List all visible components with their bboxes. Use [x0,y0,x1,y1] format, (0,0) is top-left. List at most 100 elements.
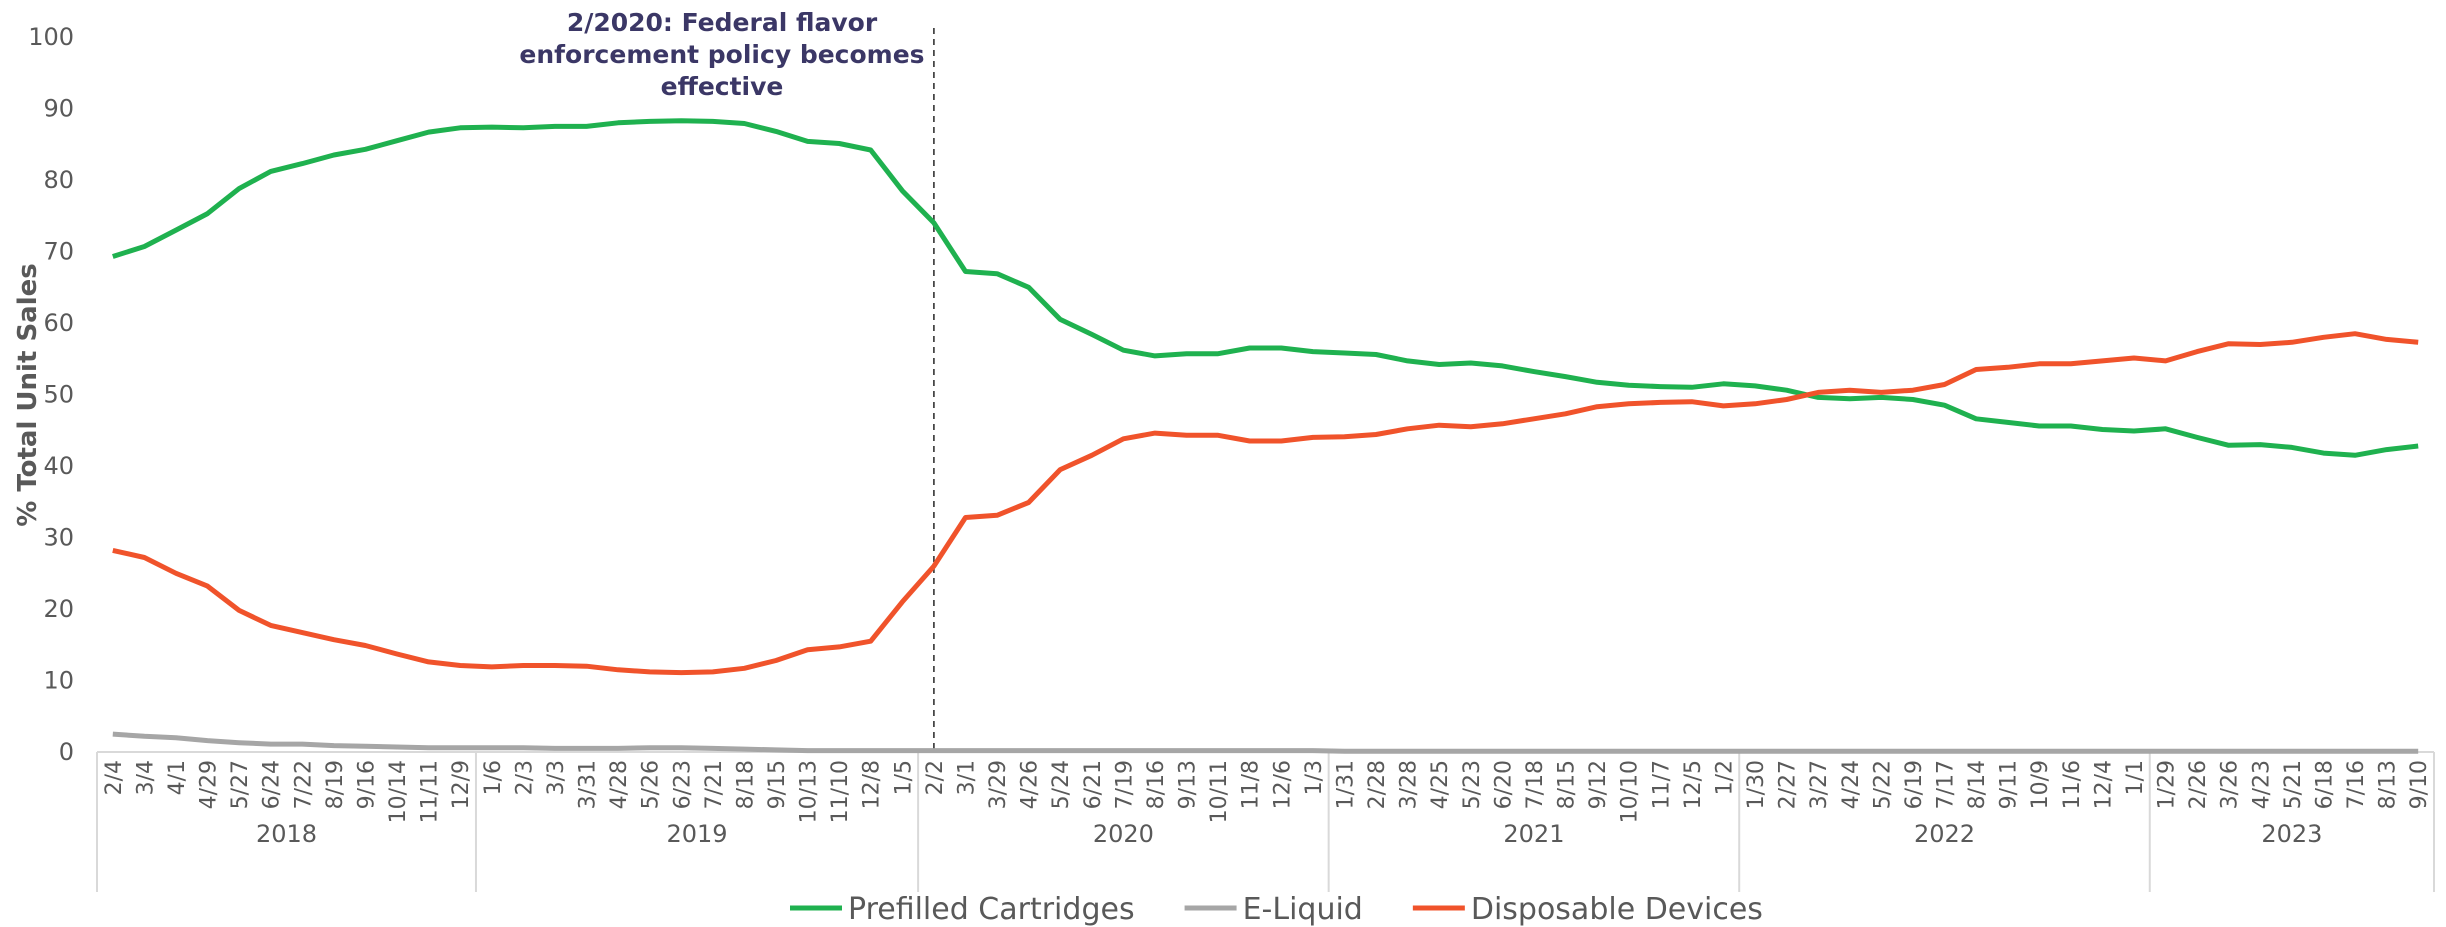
x-tick-label: 4/25 [1428,760,1453,809]
y-tick-label: 70 [43,238,74,266]
x-tick-label: 1/5 [891,760,916,795]
x-tick-label: 1/3 [1302,760,1327,795]
x-tick-label: 1/30 [1744,760,1769,809]
x-tick-label: 6/24 [260,760,285,809]
x-tick-label: 11/8 [1239,760,1264,809]
y-tick-label: 80 [43,166,74,194]
x-tick-label: 7/16 [2344,760,2369,809]
x-tick-label: 2/26 [2186,760,2211,809]
x-tick-label: 4/26 [1018,760,1043,809]
x-tick-label: 4/28 [607,760,632,809]
group-label: 2020 [1093,820,1154,848]
x-tick-label: 9/15 [765,760,790,809]
x-tick-label: 9/13 [1176,760,1201,809]
x-tick-label: 5/24 [1049,760,1074,809]
legend-label: Prefilled Cartridges [848,892,1135,927]
y-tick-label: 0 [59,738,74,766]
x-tick-label: 3/31 [576,760,601,809]
y-tick-label: 10 [43,667,74,695]
x-tick-label: 8/13 [2376,760,2401,809]
x-tick-label: 12/8 [860,760,885,809]
x-tick-label: 9/16 [354,760,379,809]
x-tick-label: 12/9 [449,760,474,809]
x-tick-label: 4/29 [197,760,222,809]
x-tick-label: 11/11 [418,760,443,823]
x-tick-label: 12/4 [2091,760,2116,809]
x-tick-label: 1/1 [2123,760,2148,795]
group-label: 2019 [667,820,728,848]
annotation: effective [661,72,784,101]
x-tick-label: 2/28 [1365,760,1390,809]
group-label: 2018 [256,820,317,848]
x-tick-label: 11/6 [2060,760,2085,809]
x-tick-label: 9/10 [2407,760,2432,809]
x-tick-label: 4/1 [165,760,190,795]
group-label: 2023 [2261,820,2322,848]
x-tick-label: 10/11 [1207,760,1232,823]
x-tick-label: 3/26 [2218,760,2243,809]
series-line [112,118,2419,458]
x-tick-label: 4/23 [2249,760,2274,809]
x-tick-label: 3/1 [954,760,979,795]
y-tick-label: 20 [43,595,74,623]
x-tick-label: 8/15 [1555,760,1580,809]
x-tick-label: 8/19 [323,760,348,809]
annotation: enforcement policy becomes [519,40,924,69]
x-tick-label: 10/14 [386,760,411,823]
group-label: 2022 [1914,820,1975,848]
legend-label: Disposable Devices [1471,892,1763,927]
x-tick-label: 7/22 [291,760,316,809]
x-tick-label: 5/26 [639,760,664,809]
y-tick-label: 60 [43,309,74,337]
x-tick-label: 7/19 [1112,760,1137,809]
x-tick-label: 7/18 [1523,760,1548,809]
x-tick-label: 1/2 [1712,760,1737,795]
y-tick-label: 90 [43,95,74,123]
x-tick-label: 12/6 [1270,760,1295,809]
x-tick-label: 2/4 [102,760,127,795]
x-tick-label: 9/11 [1997,760,2022,809]
x-tick-label: 1/31 [1333,760,1358,809]
y-tick-label: 50 [43,381,74,409]
x-tick-label: 6/19 [1902,760,1927,809]
x-tick-label: 6/20 [1491,760,1516,809]
x-tick-label: 6/21 [1081,760,1106,809]
x-tick-label: 3/27 [1807,760,1832,809]
x-tick-label: 5/23 [1460,760,1485,809]
x-tick-label: 8/18 [733,760,758,809]
x-tick-label: 5/22 [1870,760,1895,809]
x-tick-label: 1/29 [2155,760,2180,809]
x-tick-label: 11/10 [828,760,853,823]
y-axis-label: % Total Unit Sales [13,263,43,527]
x-tick-label: 2/27 [1776,760,1801,809]
x-tick-label: 4/24 [1839,760,1864,809]
x-tick-label: 2/3 [512,760,537,795]
x-tick-label: 12/5 [1681,760,1706,809]
x-tick-label: 10/9 [2028,760,2053,809]
y-tick-label: 40 [43,452,74,480]
x-tick-label: 8/16 [1144,760,1169,809]
x-tick-label: 7/21 [702,760,727,809]
annotation: 2/2020: Federal flavor [567,8,878,37]
x-tick-label: 5/27 [228,760,253,809]
x-tick-label: 9/12 [1586,760,1611,809]
legend-label: E-Liquid [1243,892,1363,927]
x-tick-label: 3/3 [544,760,569,795]
x-tick-label: 1/6 [481,760,506,795]
x-tick-label: 3/28 [1397,760,1422,809]
x-tick-label: 7/17 [1933,760,1958,809]
x-tick-label: 8/14 [1965,760,1990,809]
x-tick-label: 10/13 [797,760,822,823]
x-tick-label: 10/10 [1618,760,1643,823]
x-tick-label: 3/4 [133,760,158,795]
x-tick-label: 11/7 [1649,760,1674,809]
x-tick-label: 5/21 [2281,760,2306,809]
group-label: 2021 [1503,820,1564,848]
x-tick-label: 3/29 [986,760,1011,809]
x-tick-label: 6/18 [2312,760,2337,809]
series-line [112,331,2419,676]
y-tick-label: 30 [43,524,74,552]
x-tick-label: 2/2 [923,760,948,795]
y-tick-label: 100 [28,23,74,51]
